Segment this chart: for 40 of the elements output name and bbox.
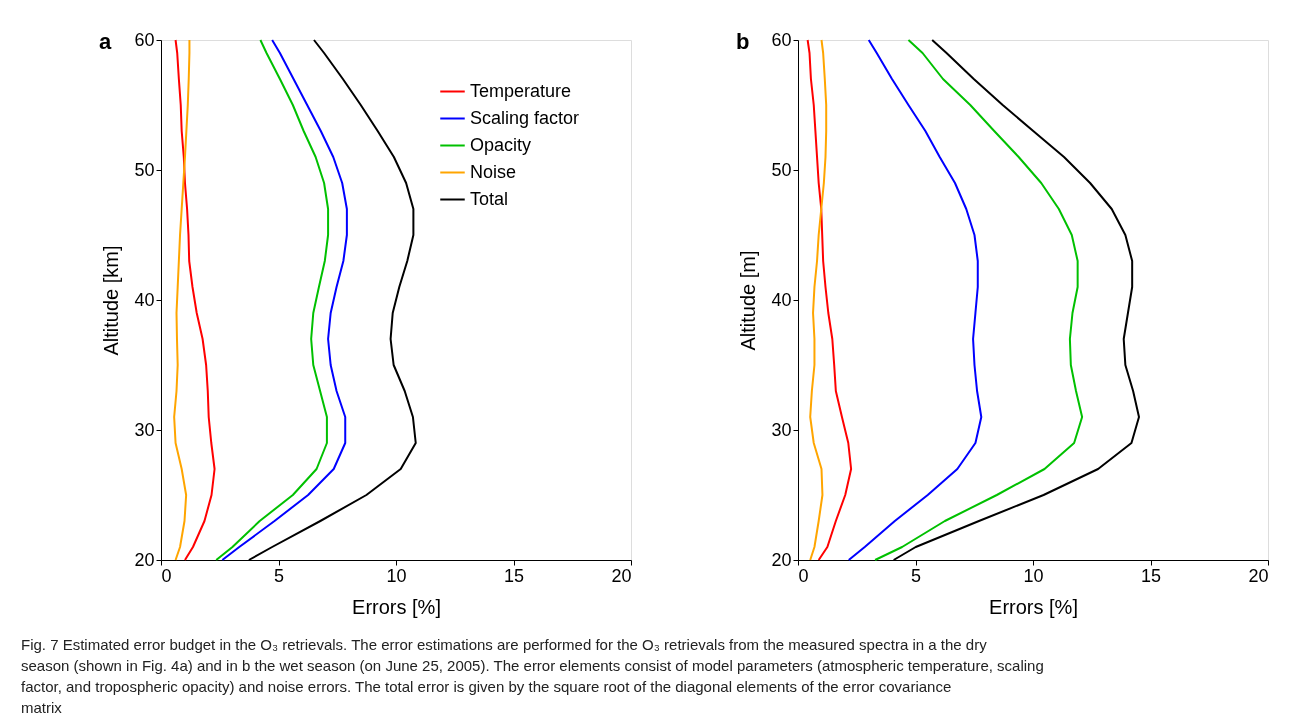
x-tick-label: 0 [161, 565, 172, 586]
y-axis-title: Altitude [km] [100, 245, 123, 356]
y-tick-label: 20 [771, 549, 792, 570]
x-tick-label: 5 [273, 565, 285, 586]
line-series [173, 39, 191, 561]
x-tick-label: 0 [798, 565, 809, 586]
legend-label: Total [470, 188, 509, 209]
line-series [174, 39, 216, 561]
legend-label: Opacity [470, 134, 532, 155]
y-tick-label: 50 [771, 159, 792, 180]
y-tick-label: 30 [771, 419, 792, 440]
chart-title: b [736, 29, 750, 54]
y-tick-label: 60 [134, 29, 155, 50]
x-tick-label: 5 [910, 565, 922, 586]
x-tick-label: 20 [611, 565, 632, 586]
y-axis-title: Altitude [m] [737, 250, 760, 351]
x-tick-label: 15 [503, 565, 525, 586]
legend-label: Scaling factor [470, 107, 580, 128]
y-tick-label: 20 [134, 549, 155, 570]
chart-title: a [99, 29, 112, 54]
legend-label: Temperature [470, 80, 572, 101]
y-tick-label: 60 [771, 29, 792, 50]
legend-label: Noise [470, 161, 517, 182]
line-series [806, 39, 853, 561]
line-series [221, 39, 348, 561]
x-tick-label: 10 [1023, 565, 1044, 586]
x-tick-label: 15 [1140, 565, 1162, 586]
line-series [809, 39, 828, 561]
x-tick-label: 10 [386, 565, 407, 586]
y-tick-label: 40 [771, 289, 792, 310]
line-series [874, 39, 1084, 561]
y-tick-label: 40 [134, 289, 155, 310]
y-tick-label: 50 [134, 159, 155, 180]
line-series [215, 39, 330, 561]
x-tick-label: 20 [1248, 565, 1269, 586]
x-axis-title: Errors [%] [989, 595, 1078, 618]
y-tick-label: 30 [134, 419, 155, 440]
line-series [847, 39, 983, 561]
x-axis-title: Errors [%] [352, 595, 441, 618]
caption: Fig. 7 Estimated error budget in the O₃ retrievals. The error estimations are performed for the O₃ retrievals from the measured spectra in a the dry season (shown in Fig. 4a) and in b the wet season (on June 25, 2005). The error elements consist of model parameters (atmospheric temperature, scaling factor, and tropospheric opacity) and noise errors. The total error is given by the square root of the diagonal elements of the error covariance matrix [21, 635, 1044, 714]
